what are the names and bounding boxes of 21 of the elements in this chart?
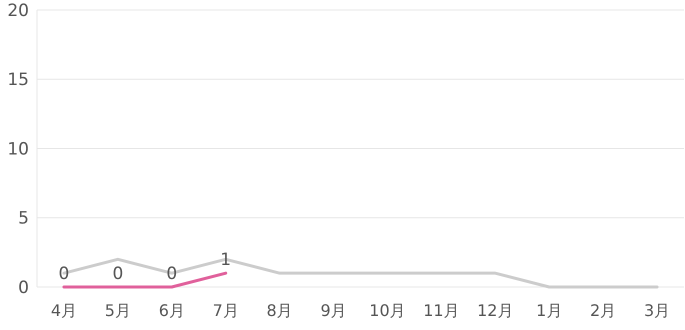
data-label: 0 [112,264,124,284]
x-tick-label: 7月 [212,301,239,320]
x-tick-label: 4月 [50,301,78,320]
x-tick-label: 1月 [536,301,562,320]
data-label: 0 [166,264,178,284]
x-tick-label: 10月 [369,301,406,320]
y-tick-label: 10 [7,139,29,160]
x-tick-label: 5月 [104,301,131,320]
y-tick-label: 5 [18,208,29,229]
data-label: 0 [58,264,70,284]
x-tick-label: 2月 [590,301,616,320]
x-tick-label: 8月 [266,301,293,320]
x-tick-label: 11月 [423,301,460,320]
y-tick-label: 0 [18,278,29,298]
y-tick-label: 20 [7,0,29,21]
data-label: 1 [220,250,232,270]
y-tick-label: 15 [7,70,29,90]
x-tick-label: 3月 [644,301,670,320]
x-tick-label: 12月 [477,301,514,320]
x-tick-label: 6月 [158,301,185,320]
x-tick-label: 9月 [320,301,347,320]
